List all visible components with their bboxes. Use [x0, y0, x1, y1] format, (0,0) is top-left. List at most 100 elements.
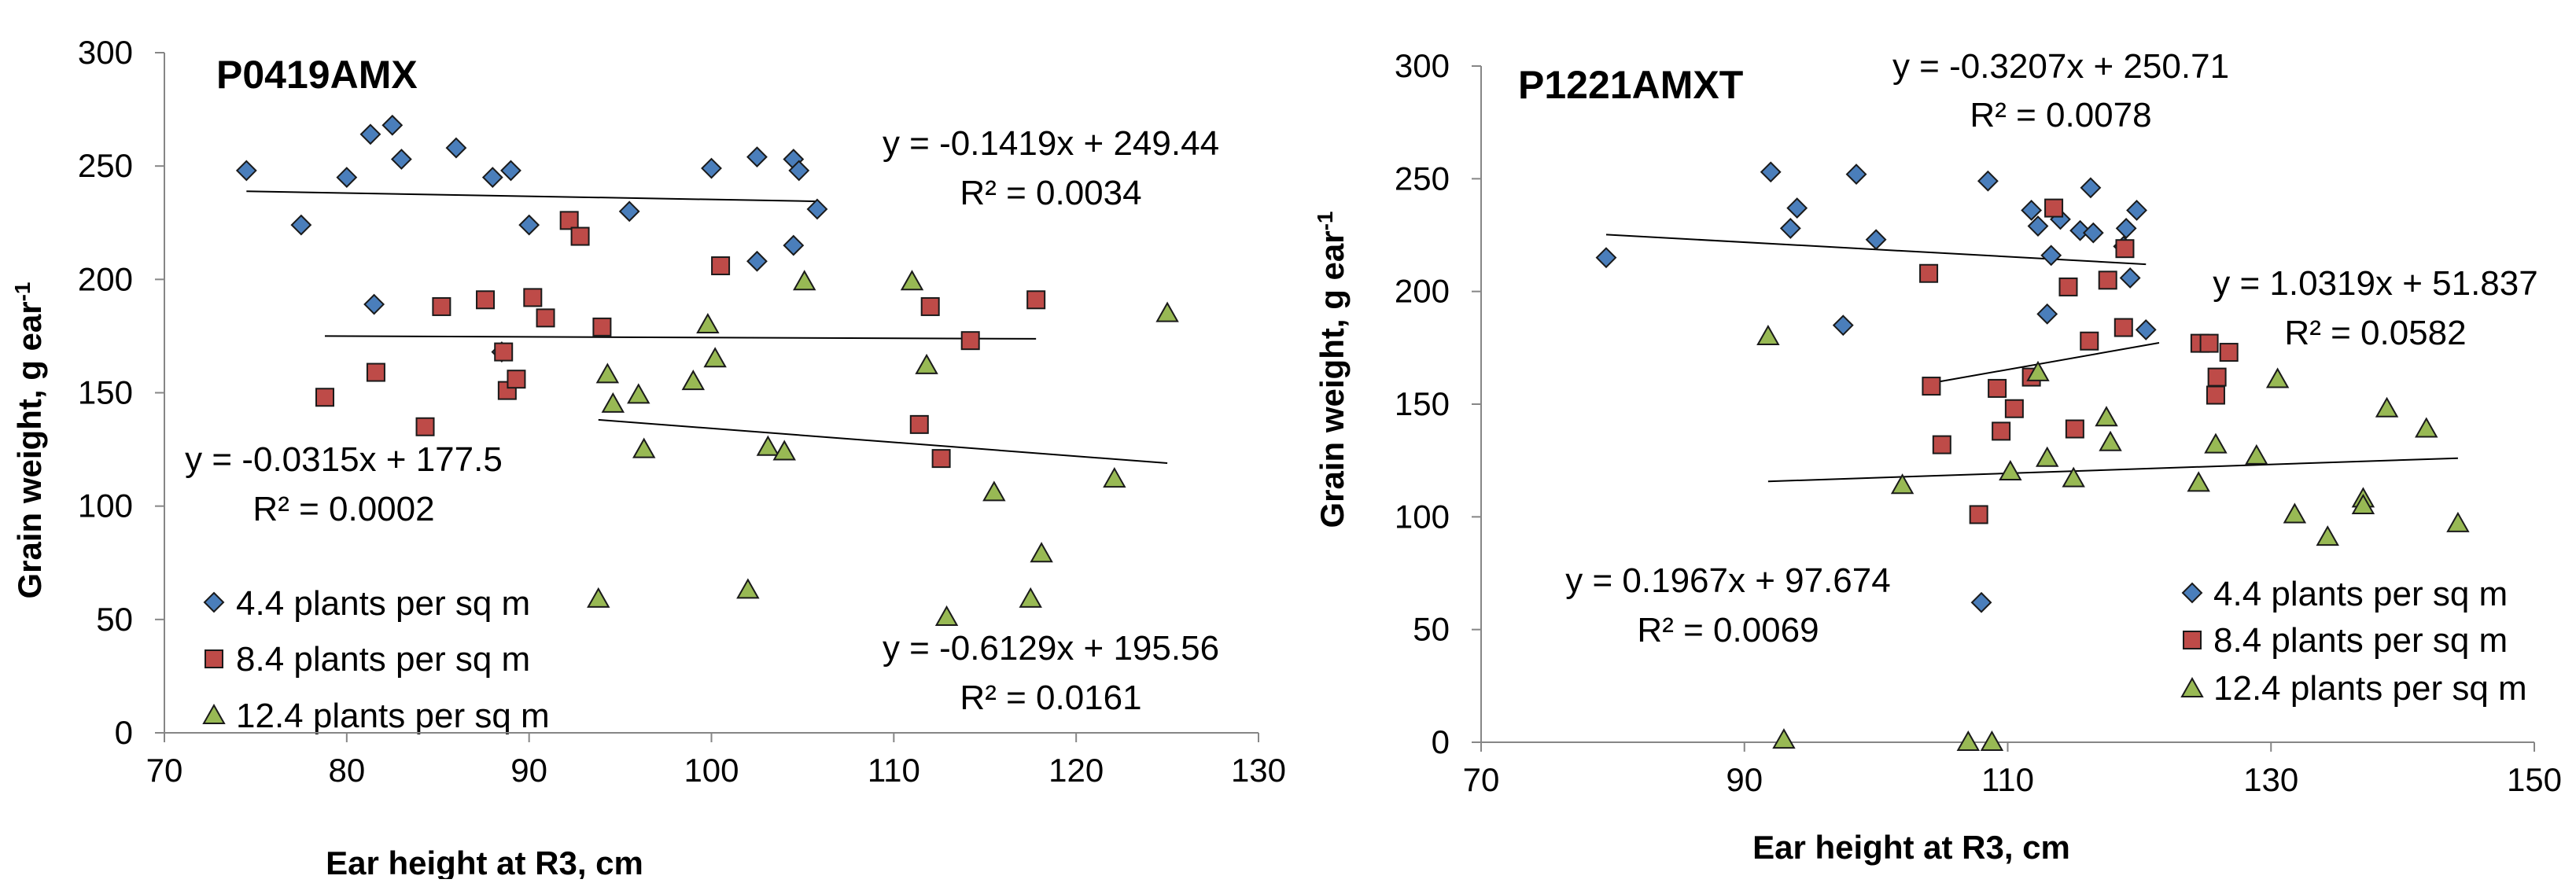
chart-title: P1221AMXT [1518, 63, 1743, 107]
data-point [1019, 587, 1042, 608]
data-point [2095, 406, 2118, 427]
series-2 [1919, 198, 2239, 524]
data-point [2069, 219, 2091, 241]
r2-series-1: R² = 0.0034 [960, 174, 1141, 212]
data-point [632, 437, 656, 458]
y-tick-label: 250 [1395, 160, 1450, 197]
data-point [746, 146, 768, 168]
r2-series-2: R² = 0.0002 [252, 490, 434, 528]
x-tick-label: 90 [510, 752, 547, 789]
data-point [507, 370, 526, 389]
data-point [2044, 198, 2064, 218]
data-point [1103, 467, 1126, 488]
data-point [2026, 360, 2050, 381]
axes: 0 50 100 150 200 250 300 70 90 110 130 150 [1395, 47, 2562, 798]
data-point [793, 270, 816, 291]
data-point [445, 137, 467, 159]
data-point [494, 342, 514, 362]
data-point [2135, 318, 2157, 340]
data-point [1772, 728, 1796, 749]
data-point [518, 214, 540, 236]
data-point [1922, 377, 1941, 396]
data-point [536, 308, 555, 328]
data-point [915, 353, 938, 374]
y-tick-label: 50 [1413, 611, 1450, 648]
chart-p1221amxt: P1221AMXT Ear height at R3, cm Grain wei… [1313, 47, 2562, 866]
data-point [592, 317, 612, 337]
data-point [931, 449, 951, 469]
data-point [523, 288, 543, 307]
y-tick-label: 300 [78, 34, 133, 71]
data-point [1155, 301, 1179, 322]
data-point [701, 157, 722, 179]
y-tick-label: 250 [78, 147, 133, 184]
y-tick-label: 200 [78, 260, 133, 297]
data-point [2062, 466, 2085, 487]
data-point [1786, 197, 1808, 219]
data-point [982, 480, 1006, 502]
legend-item-3: 12.4 plants per sq m [2180, 669, 2527, 708]
legend-label: 4.4 plants per sq m [236, 584, 530, 623]
data-point [2058, 277, 2078, 296]
data-point [2115, 239, 2135, 259]
series-1 [1595, 161, 2157, 613]
data-point [1992, 421, 2011, 441]
data-point [909, 414, 929, 434]
y-axis-title: Grain weight, g ear-1 [1313, 212, 1351, 528]
data-point [1988, 378, 2007, 398]
data-point [746, 250, 768, 272]
data-point [2204, 432, 2228, 454]
data-point [481, 167, 503, 188]
data-point [703, 347, 727, 368]
data-point [2004, 399, 2024, 418]
data-point [2351, 493, 2375, 514]
trendline [325, 335, 1037, 340]
legend-label: 12.4 plants per sq m [236, 697, 550, 735]
legend-item-1: 4.4 plants per sq m [2181, 575, 2508, 613]
legend-label: 12.4 plants per sq m [2213, 669, 2527, 708]
data-point [1969, 505, 1988, 524]
data-point [2098, 270, 2117, 290]
legend: 4.4 plants per sq m 8.4 plants per sq m … [202, 584, 550, 735]
x-tick-label: 130 [2243, 761, 2298, 798]
data-point [363, 293, 385, 315]
data-point [432, 296, 451, 316]
data-point [2082, 222, 2104, 244]
data-point [900, 270, 924, 291]
data-point [627, 383, 650, 404]
data-point [2207, 367, 2227, 387]
equation-series-3: y = 0.1967x + 97.674 [1565, 561, 1890, 600]
data-point [235, 160, 257, 182]
legend-marker-triangle [2180, 676, 2204, 697]
data-point [570, 226, 590, 246]
x-tick-label: 120 [1048, 752, 1104, 789]
data-point [381, 114, 404, 136]
r2-series-3: R² = 0.0069 [1637, 611, 1819, 649]
y-tick-label: 300 [1395, 47, 1450, 84]
data-point [2219, 343, 2239, 362]
x-tick-label: 70 [1463, 761, 1500, 798]
r2-series-1: R² = 0.0078 [1970, 96, 2151, 134]
legend-marker-square [2183, 631, 2202, 649]
x-tick-label: 110 [1981, 761, 2034, 798]
y-tick-label: 150 [78, 374, 133, 411]
data-point [920, 296, 940, 316]
data-point [1756, 324, 1780, 345]
data-point [1919, 263, 1939, 283]
y-tick-label: 200 [1395, 273, 1450, 310]
equation-series-2: y = 1.0319x + 51.837 [2213, 264, 2537, 303]
data-point [2245, 443, 2268, 465]
data-point [336, 167, 358, 188]
data-point [2119, 267, 2141, 289]
series-3 [587, 270, 1179, 626]
data-point [476, 290, 496, 310]
data-point [587, 587, 610, 608]
data-point [711, 256, 731, 276]
data-point [1977, 170, 1999, 192]
data-point [772, 440, 796, 461]
data-point [595, 362, 620, 384]
data-point [601, 392, 625, 413]
data-point [2027, 215, 2049, 237]
equation-series-2: y = -0.0315x + 177.5 [185, 440, 503, 479]
